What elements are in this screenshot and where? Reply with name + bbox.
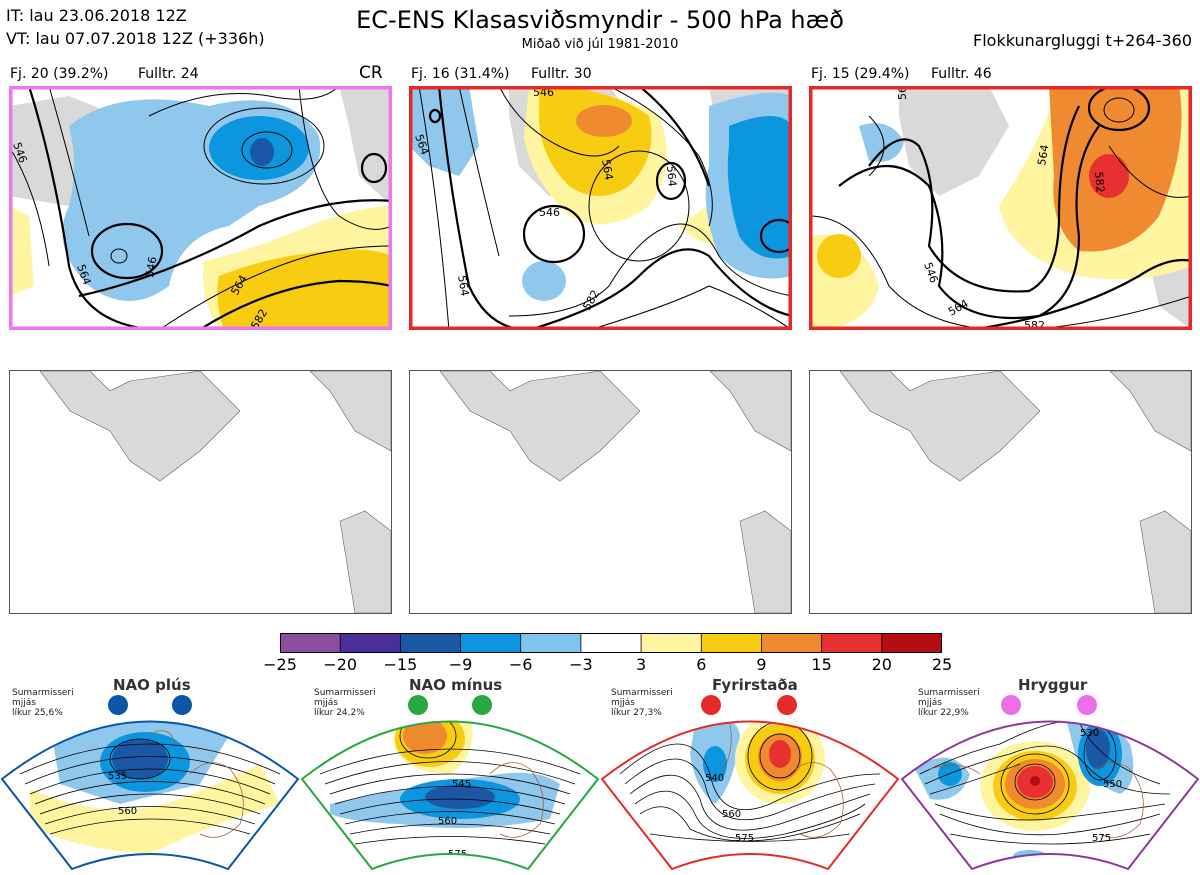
colorbar-swatch [700,632,763,654]
contour-label: 540 [705,773,724,784]
regime-info: Sumarmisseri mjjás líkur 27,3% [611,688,673,718]
valid-time: VT: lau 07.07.2018 12Z (+336h) [6,29,265,48]
colorbar-swatch [339,632,402,654]
colorbar-swatch [520,632,582,654]
page-subtitle: Miðað við júl 1981-2010 [521,37,679,52]
colorbar-tick-label: 9 [756,655,767,674]
colorbar-swatch [399,632,462,654]
contour-label: 560 [118,806,137,817]
colorbar-swatch [640,632,703,654]
cluster-map-1: 546 564 546 564 582 [9,86,392,330]
contour-label: 545 [452,779,471,790]
regime-blocking: 540 560 575 Fyrirstaða Sumarmisseri mjjá… [600,674,900,871]
colorbar-tick-label: −9 [448,655,473,674]
colorbar [279,632,943,654]
contour-label: 550 [1103,779,1122,790]
panel-2-cluster: Fj. 16 (31.4%) [411,66,510,82]
cluster-map-2: 546 564 564 546 564 564 582 [409,86,792,330]
contour-label: 546 [143,256,159,279]
empty-map-1 [9,370,392,614]
colorbar-tick-label: 15 [811,655,832,674]
colorbar-swatch [881,632,943,654]
regime-ridge: 530 550 575 Hryggur Sumarmisseri mjjás l… [900,674,1200,871]
colorbar-swatch [821,632,883,654]
panel-1-tag: CR [359,63,383,83]
regime-name: Hryggur [1018,676,1088,694]
classification-window: Flokkunargluggi t+264-360 [973,31,1192,50]
panel-1-member: Fulltr. 24 [138,66,199,82]
regime-name: NAO mínus [409,676,503,694]
contour-label: 530 [1080,728,1099,739]
colorbar-tick-label: 25 [931,655,953,674]
colorbar-tick-label: −6 [508,655,533,674]
colorbar-tick-label: 6 [696,655,707,674]
contour-label: 575 [1092,833,1111,844]
colorbar-swatch [460,632,522,654]
colorbar-tick-label: −25 [263,655,297,674]
contour-label: 564 [599,158,615,181]
regime-info: Sumarmisseri mjjás líkur 24,2% [314,688,376,718]
contour-label: 564 [664,165,679,187]
initial-time: IT: lau 23.06.2018 12Z [6,6,187,25]
panel-2-member: Fulltr. 30 [531,66,592,82]
regime-info: Sumarmisseri mjjás líkur 22,9% [918,688,980,718]
panel-3-cluster: Fj. 15 (29.4%) [811,66,910,82]
regime-info: Sumarmisseri mjjás líkur 25,6% [12,688,74,718]
contour-label: 546 [539,206,560,219]
colorbar-tick-label: −20 [323,655,358,674]
header-info: IT: lau 23.06.2018 12Z VT: lau 07.07.201… [6,4,265,50]
contour-label: 564 [455,274,471,297]
panel-1-cluster: Fj. 20 (39.2%) [10,66,109,82]
page-title: EC-ENS Klasasviðsmyndir - 500 hPa hæð [356,6,844,34]
regime-name: Fyrirstaða [712,676,798,694]
regime-name: NAO plús [113,676,191,694]
colorbar-tick-label: 3 [636,655,647,674]
empty-map-2 [409,370,792,614]
empty-map-3 [809,370,1192,614]
colorbar-tick-label: −15 [383,655,418,674]
contour-label: 560 [722,809,741,820]
contour-label: 575 [735,833,754,844]
contour-label: 582 [1092,171,1107,193]
colorbar-tick-label: 20 [871,655,892,674]
contour-label: 564 [1035,144,1051,167]
colorbar-swatch [580,632,642,654]
regime-nao-plus: 535 560 NAO plús Sumarmisseri mjjás líku… [0,674,300,871]
colorbar-tick-label: −3 [569,655,593,674]
contour-label: 582 [1024,319,1045,330]
cluster-map-3: 564 564 582 546 564 582 [809,86,1192,330]
colorbar-swatch [761,632,823,654]
colorbar-swatch [279,632,342,654]
contour-label: 560 [438,816,457,827]
panel-3-member: Fulltr. 46 [931,66,992,82]
regime-nao-minus: 545 560 575 NAO mínus Sumarmisseri mjjás… [300,674,600,871]
contour-label: 535 [108,771,127,782]
